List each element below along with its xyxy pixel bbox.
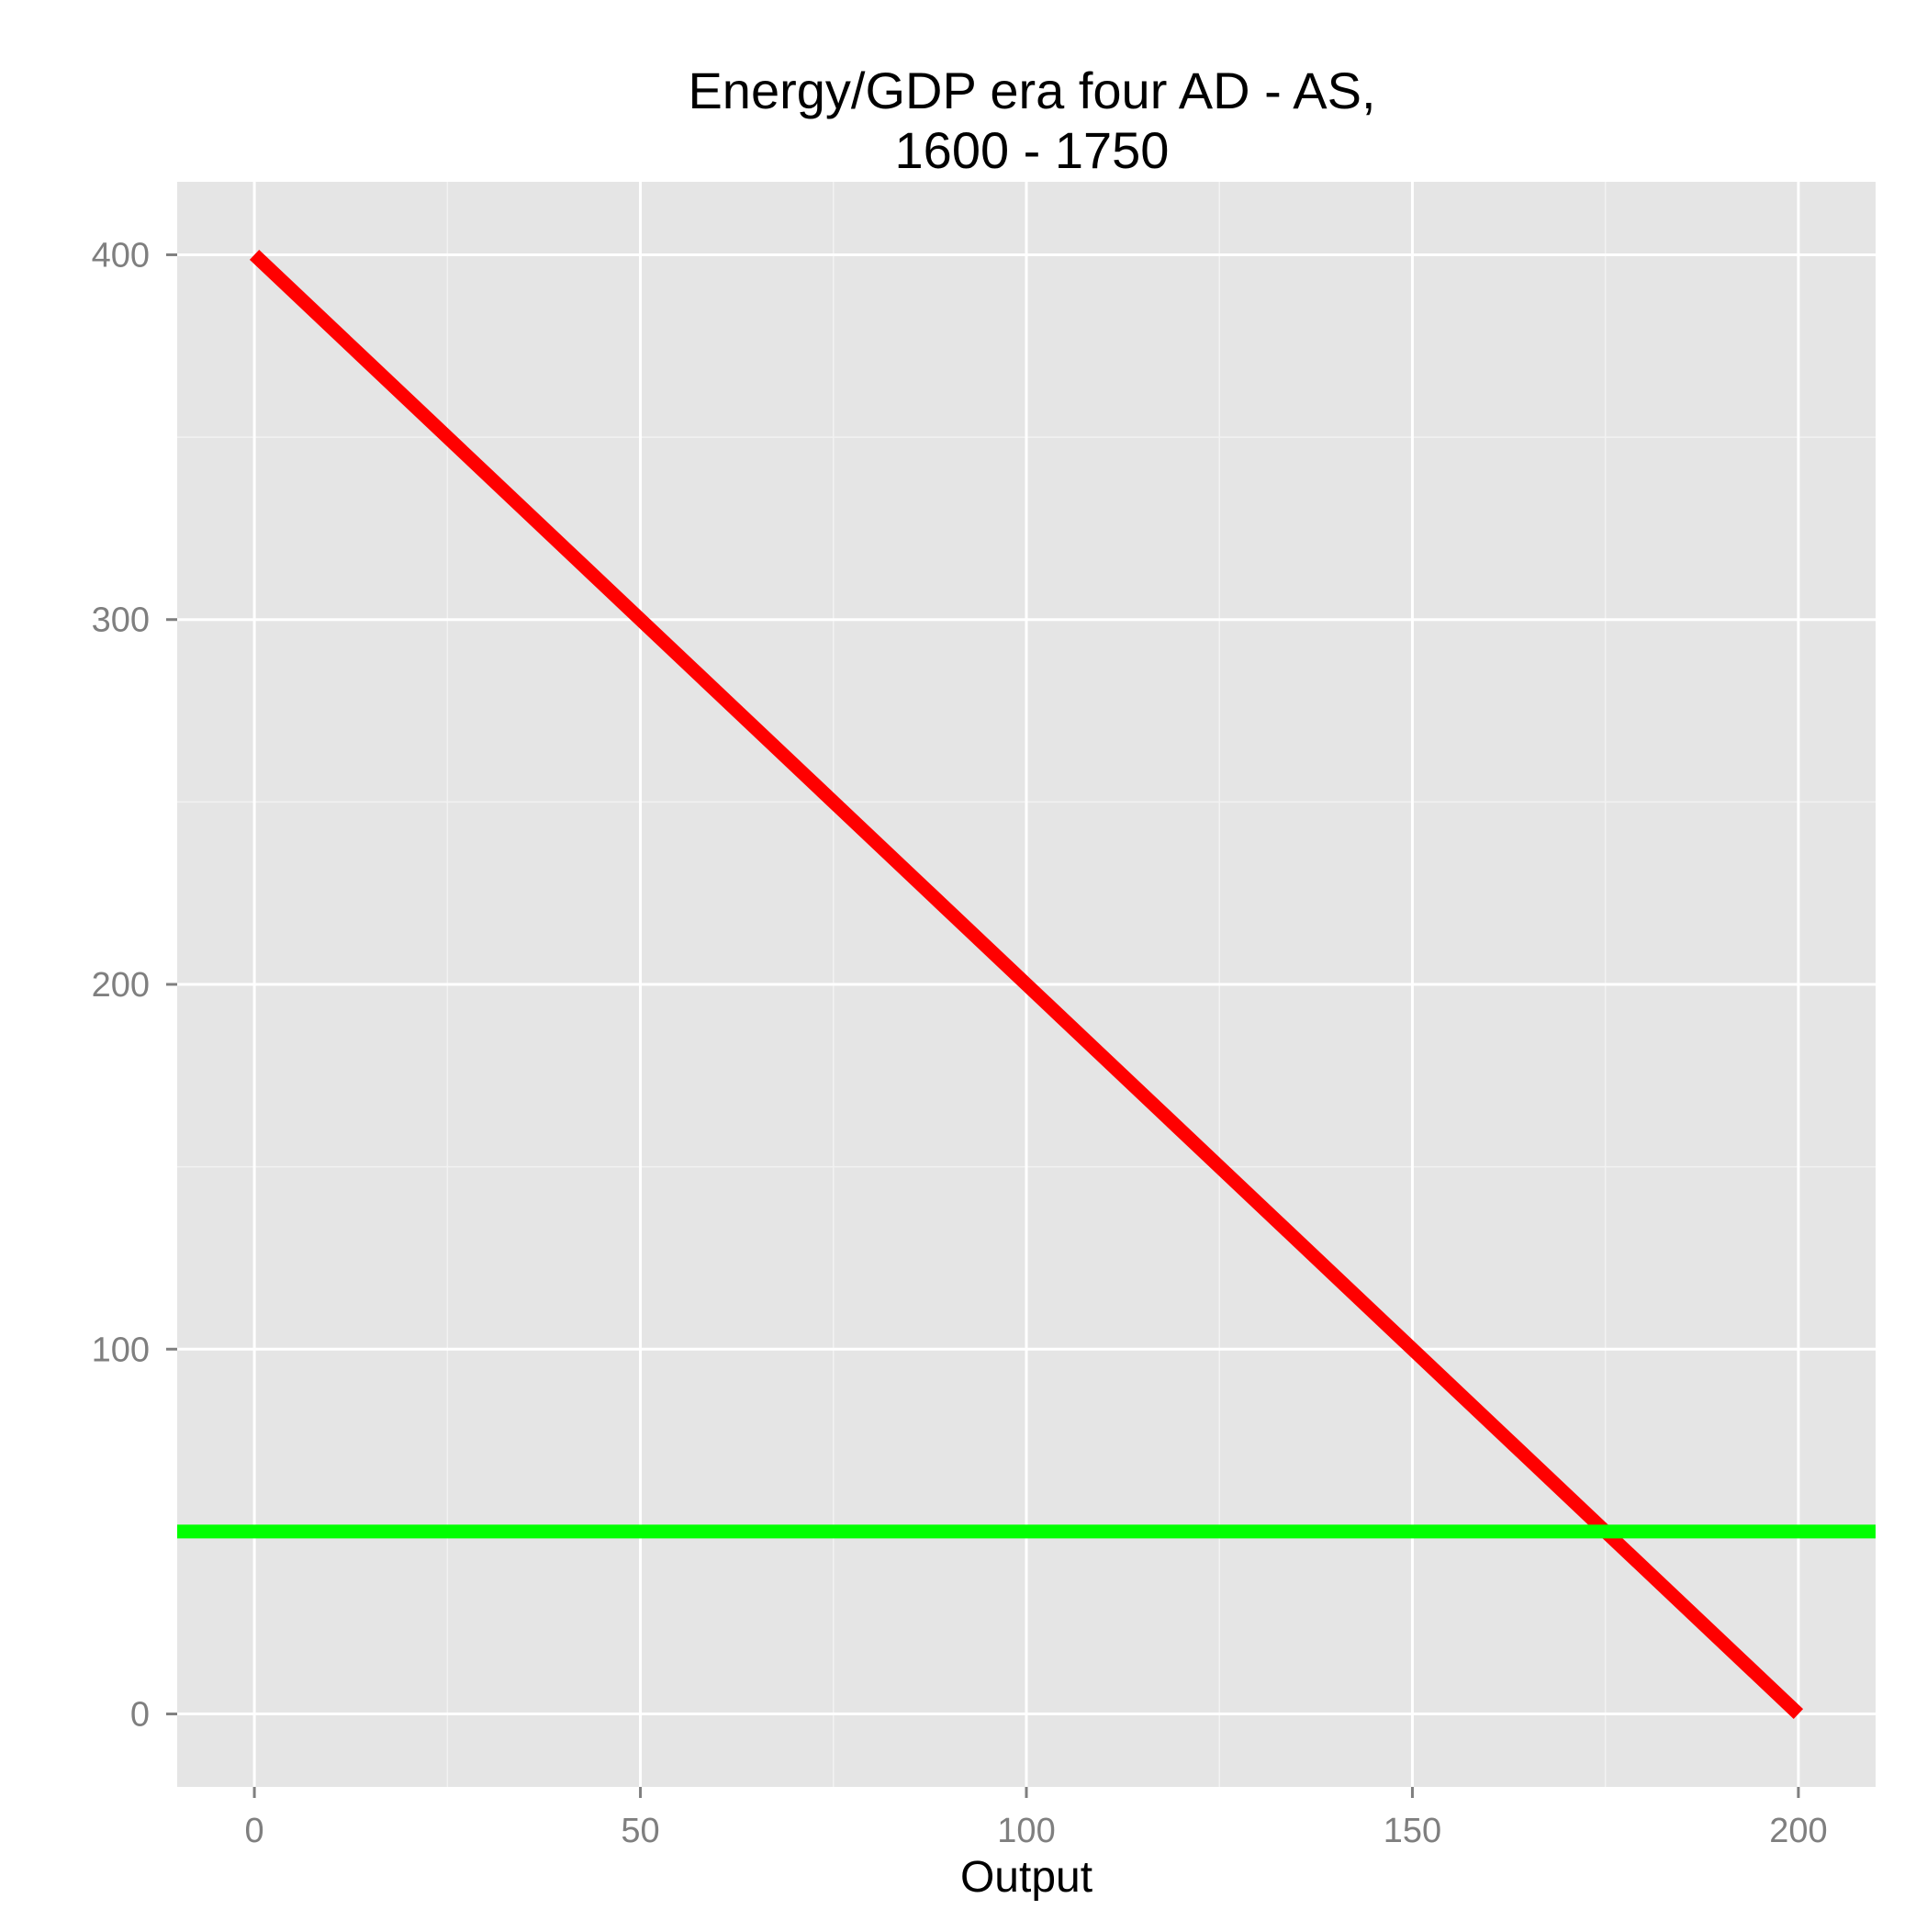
y-tick-label: 0 [130,1696,150,1735]
series-layer [177,250,1876,1719]
x-tick-label: 200 [1769,1812,1827,1850]
y-tick-label: 400 [92,236,150,275]
x-axis-title: Output [960,1853,1092,1902]
y-tick-label: 100 [92,1331,150,1369]
y-tick-label: 200 [92,966,150,1005]
chart-title-line-1: Energy/GDP era four AD - AS, [688,62,1375,119]
x-tick-label: 100 [997,1812,1055,1850]
x-tick-label: 50 [621,1812,659,1850]
y-tick-label: 300 [92,601,150,640]
x-tick-label: 150 [1384,1812,1441,1850]
y-axis: 0 100 200 300 400 [92,236,177,1735]
x-axis: 0 50 100 150 200 [245,1787,1828,1850]
chart-title-line-2: 1600 - 1750 [895,121,1170,179]
ad-line [249,250,1804,1719]
x-tick-label: 0 [245,1812,264,1850]
chart-title: Energy/GDP era four AD - AS, 1600 - 1750 [688,62,1375,179]
